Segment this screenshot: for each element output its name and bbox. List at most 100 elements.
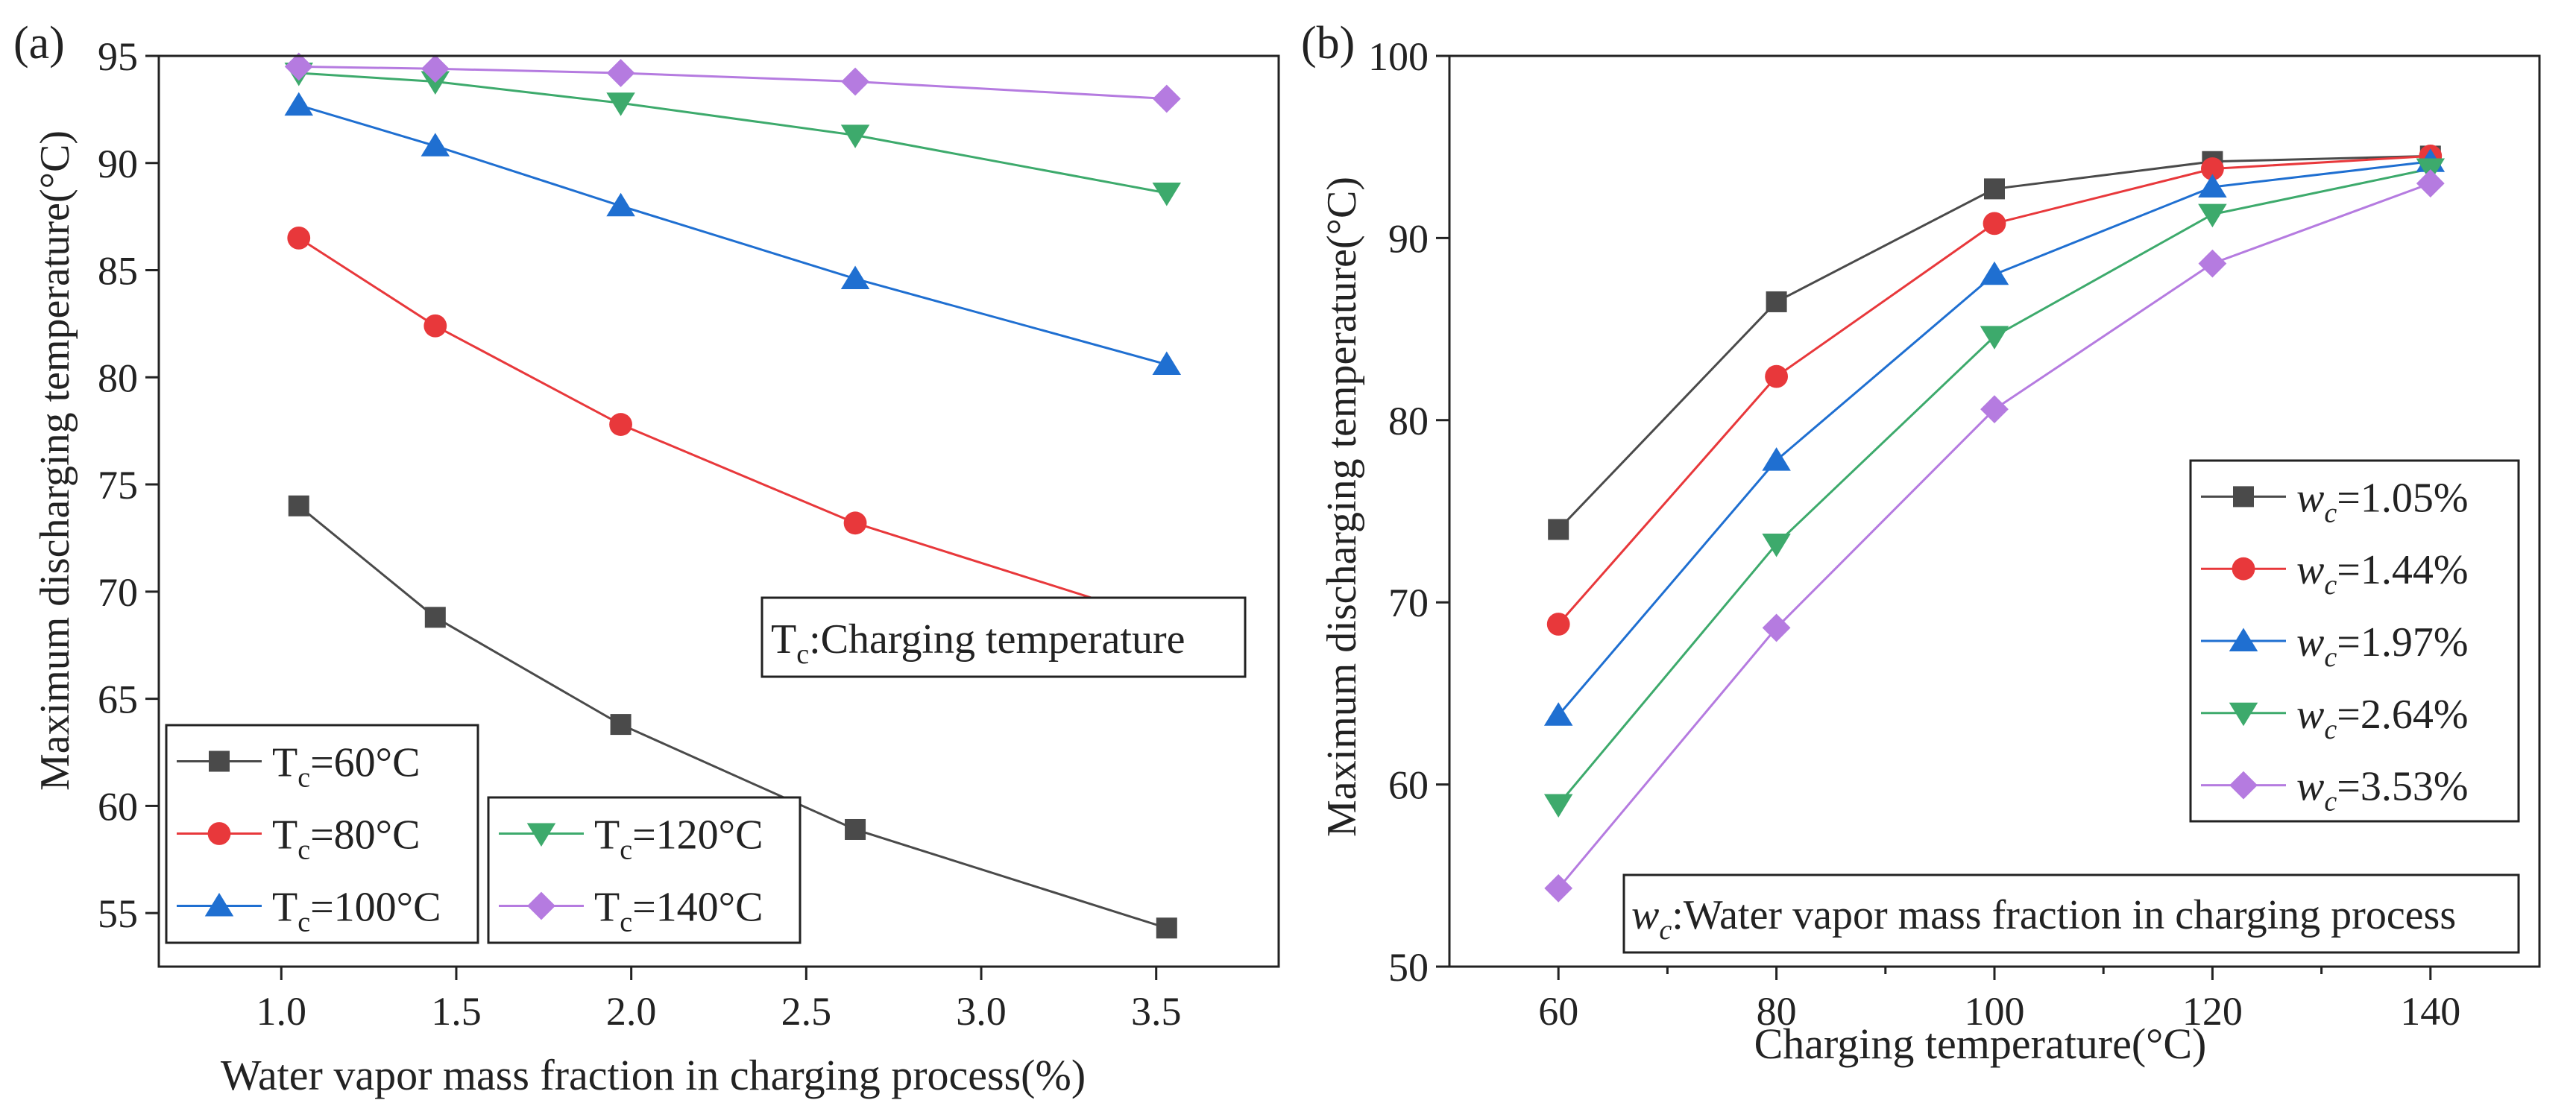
panel-a-x-tick-label: 1.5 [431, 989, 482, 1034]
legend-entry-label: Tc=80°C [272, 812, 420, 866]
panel-a-data-point-0 [288, 495, 309, 516]
legend-entry-label: wc=3.53% [2296, 764, 2468, 818]
panel-b-data-point-3 [1543, 794, 1573, 818]
panel-b-data-point-1 [1546, 613, 1570, 636]
legend-swatch-marker [207, 822, 231, 845]
panel-b-annotation-box [1622, 873, 2520, 954]
panel-a-annotation: Tc:Charging temperature [760, 596, 1247, 678]
legend-entry-label: Tc=140°C [594, 885, 763, 938]
legend-swatch-marker [209, 750, 230, 772]
panel-b-data-point-2 [1980, 261, 2009, 285]
panel-b-label: (b) [1301, 18, 1355, 69]
panel-a-data-point-1 [843, 511, 867, 535]
panel-b-data-point-2 [2198, 174, 2227, 197]
panel-a-data-point-1 [423, 314, 447, 338]
legend-swatch-marker [2229, 702, 2258, 727]
svg-text:Tc:Charging temperature: Tc:Charging temperature [771, 616, 1185, 670]
panel-b-data-point-2 [1762, 447, 1791, 471]
panel-a-data-point-4 [606, 59, 635, 87]
panel-b-data-point-3 [1980, 326, 2009, 350]
panel-a-y-axis-title: Maximum discharging temperature(°C) [32, 130, 78, 791]
svg-text:wc:Water vapor mass fraction i: wc:Water vapor mass fraction in charging… [1631, 892, 2456, 946]
panel-b-data-point-4 [2416, 169, 2445, 197]
panel-a-data-point-3 [840, 124, 870, 148]
legend-swatch-marker [2229, 771, 2258, 800]
panel-a-data-point-2 [421, 133, 450, 157]
panel-a-data-point-2 [840, 265, 870, 290]
panel-a-annotation-subscript: c [796, 639, 809, 670]
panel-a-x-tick-label: 2.5 [781, 989, 832, 1034]
panel-b-annotation-subscript: c [1659, 914, 1672, 946]
panel-a-y-tick-label: 95 [98, 34, 138, 79]
panel-b-y-tick-label: 50 [1388, 945, 1429, 990]
panel-b-data-point-0 [1766, 291, 1787, 312]
panel-b-data-point-1 [2201, 157, 2224, 180]
panel-a-data-point-2 [1152, 351, 1182, 376]
panel-a-data-point-4 [284, 52, 313, 81]
panel-a-y-tick-label: 90 [98, 142, 138, 186]
panel-a-annotation-symbol: T [771, 616, 796, 663]
panel-a-y-tick-label: 65 [98, 677, 138, 722]
panel-a-data-point-4 [1152, 84, 1181, 113]
panel-a-data-point-3 [421, 71, 450, 95]
panel-b-data-point-1 [1765, 364, 1789, 388]
panel-b-y-tick-label: 80 [1388, 399, 1429, 443]
panel-a-y-tick-label: 75 [98, 463, 138, 508]
panel-a-x-axis-title: Water vapor mass fraction in charging pr… [221, 1051, 1086, 1099]
panel-b-legend: wc=1.05% wc=1.44% wc=1.97% wc=2.64% wc=3.53% [2189, 459, 2520, 823]
panel-b-data-point-4 [1980, 395, 2009, 424]
panel-a-x-tick-label: 1.0 [256, 989, 307, 1034]
panel-a-data-point-1 [287, 227, 311, 250]
panel-a-data-point-4 [421, 54, 450, 83]
legend-entry-label: wc=1.44% [2296, 547, 2468, 601]
panel-b-plot-frame [1448, 54, 2541, 968]
panel-b-data-point-4 [2198, 249, 2227, 278]
panel-b-y-tick-label: 70 [1388, 581, 1429, 625]
panel-b-x-tick-label: 140 [2400, 989, 2460, 1034]
panel-b-data-point-1 [1983, 212, 2006, 236]
panel-a-x-tick-label: 3.5 [1131, 989, 1182, 1034]
panel-b-x-tick-label: 100 [1965, 989, 2025, 1034]
panel-a-series-line-1 [297, 237, 1168, 623]
panel-b-data-point-0 [1548, 519, 1569, 540]
panel-b-data-point-0 [1984, 178, 2005, 200]
panel-a-data-point-3 [606, 92, 635, 116]
panel-a-data-point-3 [1152, 183, 1182, 206]
panel-b-y-axis-title: Maximum discharging temperature(°C) [1319, 177, 1365, 837]
panel-b-y-tick-label: 100 [1368, 34, 1429, 79]
panel-b: (b) Maximum discharging temperature(°C) … [1301, 18, 2541, 1068]
panel-a-annotation-text: :Charging temperature [809, 616, 1185, 663]
panel-a-x-tick-label: 3.0 [956, 989, 1007, 1034]
panel-b-data-point-2 [1543, 702, 1573, 726]
panel-b-annotation: wc:Water vapor mass fraction in charging… [1622, 873, 2520, 954]
legend-entry-label: wc=1.97% [2296, 619, 2468, 673]
panel-a-data-point-0 [1156, 917, 1177, 939]
panel-b-annotation-symbol: w [1631, 892, 1659, 938]
legend-swatch-marker [527, 891, 555, 920]
legend-swatch-marker [526, 823, 556, 847]
panel-a-legend-left: Tc=60°C Tc=80°C Tc=100°C [165, 724, 479, 944]
panel-a-y-tick-label: 85 [98, 249, 138, 294]
legend-swatch-marker [2229, 628, 2258, 651]
panel-a-data-point-0 [424, 607, 446, 628]
panel-a-y-tick-label: 60 [98, 784, 138, 829]
panel-a-y-tick-label: 80 [98, 355, 138, 400]
panel-a-annotation-box [760, 596, 1247, 678]
legend-entry-label: Tc=120°C [594, 812, 763, 866]
panel-a-y-tick-label: 55 [98, 891, 138, 936]
legend-entry-label: Tc=100°C [272, 885, 441, 938]
panel-a-data-point-1 [609, 413, 632, 436]
panel-a-legend-right: Tc=120°C Tc=140°C [487, 796, 802, 944]
legend-swatch-marker [2233, 486, 2254, 508]
legend-swatch-marker [204, 893, 234, 917]
legend-entry-label: Tc=60°C [272, 740, 420, 794]
panel-a: (a) Maximum discharging temperature(°C) … [13, 18, 1280, 1099]
panel-a-y-tick-label: 70 [98, 570, 138, 615]
panel-b-x-tick-label: 60 [1538, 989, 1578, 1034]
panel-a-data-point-4 [841, 67, 869, 96]
panel-b-y-tick-label: 90 [1388, 216, 1429, 261]
panel-a-label: (a) [13, 18, 65, 69]
legend-entry-label: wc=1.05% [2296, 475, 2468, 528]
panel-b-x-tick-label: 120 [2182, 989, 2243, 1034]
panel-a-x-tick-label: 2.0 [606, 989, 657, 1034]
